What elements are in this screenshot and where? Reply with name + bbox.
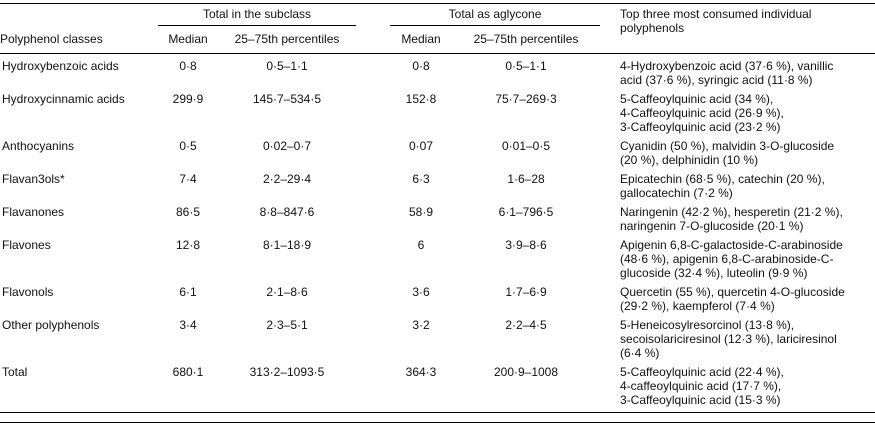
group-header-gap — [356, 4, 390, 26]
cell-class: Flavanones — [2, 205, 65, 219]
cell-median-subclass: 0·8 — [179, 59, 197, 73]
cell-gap — [356, 280, 390, 313]
cell-class: Flavonols — [2, 285, 54, 299]
cell-median-subclass: 3·4 — [179, 318, 197, 332]
cell-gap — [356, 87, 390, 134]
group-header-spacer-left — [0, 4, 158, 26]
cell-class: Other polyphenols — [2, 318, 100, 332]
cell-gap — [356, 360, 390, 413]
cell-class: Hydroxybenzoic acids — [2, 59, 119, 73]
cell-percentiles-aglycone: 1·7–6·9 — [505, 285, 547, 299]
cell-gap — [356, 134, 390, 167]
cell-top-three: 5-Heneicosylresorcinol (13·8 %), secoiso… — [620, 318, 837, 360]
cell-top-three: Epicatechin (68·5 %), catechin (20 %), g… — [620, 172, 825, 200]
cell-percentiles-subclass: 2·3–5·1 — [266, 318, 308, 332]
column-header-percentiles-subclass: 25–75th percentiles — [218, 25, 356, 54]
cell-gap — [356, 233, 390, 280]
group-header-row: Total in the subclass Total as aglycone … — [0, 3, 875, 54]
cell-percentiles-subclass: 2·2–29·4 — [262, 172, 312, 186]
cell-median-subclass: 680·1 — [172, 365, 204, 379]
cell-median-subclass: 7·4 — [179, 172, 197, 186]
cell-median-aglycone: 3·6 — [412, 285, 430, 299]
polyphenol-intake-table: Total in the subclass Total as aglycone … — [0, 3, 875, 413]
cell-class: Anthocyanins — [2, 139, 75, 153]
cell-top-three: Cyanidin (50 %), malvidin 3-O-glucoside … — [620, 139, 835, 167]
cell-percentiles-aglycone: 0·01–0·5 — [501, 139, 551, 153]
cell-percentiles-aglycone: 75·7–269·3 — [495, 92, 557, 106]
table-row: Flavonols 6·1 2·1–8·6 3·6 1·7–6·9 Querce… — [0, 280, 875, 313]
cell-percentiles-subclass: 0·5–1·1 — [266, 59, 308, 73]
cell-class: Hydroxycinnamic acids — [2, 92, 125, 106]
table-row: Flavan3ols* 7·4 2·2–29·4 6·3 1·6–28 Epic… — [0, 167, 875, 200]
cell-percentiles-subclass: 8·1–18·9 — [262, 238, 312, 252]
cell-median-aglycone: 0·8 — [412, 59, 430, 73]
cell-top-three: Apigenin 6,8-C-galactoside-C-arabinoside… — [620, 238, 843, 280]
cell-median-subclass: 0·5 — [179, 139, 197, 153]
table-row: Flavones 12·8 8·1–18·9 6 3·9–8·6 Apigeni… — [0, 233, 875, 280]
cell-median-aglycone: 364·3 — [405, 365, 437, 379]
cell-median-subclass: 299·9 — [172, 92, 204, 106]
cell-median-aglycone: 152·8 — [405, 92, 437, 106]
column-header-median-aglycone: Median — [390, 25, 452, 54]
cell-median-aglycone: 6·3 — [412, 172, 430, 186]
cell-percentiles-subclass: 0·02–0·7 — [262, 139, 312, 153]
table-row-total: Total 680·1 313·2–1093·5 364·3 200·9–100… — [0, 360, 875, 413]
group-header-total-subclass: Total in the subclass — [158, 3, 356, 26]
cell-median-aglycone: 3·2 — [412, 318, 430, 332]
cell-top-three: 5-Caffeoylquinic acid (22·4 %), 4-caffeo… — [620, 365, 784, 407]
table-row: Other polyphenols 3·4 2·3–5·1 3·2 2·2–4·… — [0, 313, 875, 360]
cell-gap — [356, 167, 390, 200]
cell-median-aglycone: 58·9 — [408, 205, 434, 219]
cell-class: Flavones — [2, 238, 51, 252]
cell-percentiles-subclass: 145·7–534·5 — [252, 92, 322, 106]
group-header-total-aglycone: Total as aglycone — [390, 3, 601, 26]
table-row: Flavanones 86·5 8·8–847·6 58·9 6·1–796·5… — [0, 200, 875, 233]
cell-median-subclass: 6·1 — [179, 285, 197, 299]
cell-median-aglycone: 6 — [417, 238, 425, 252]
column-header-gap — [356, 25, 390, 54]
table-row: Anthocyanins 0·5 0·02–0·7 0·07 0·01–0·5 … — [0, 134, 875, 167]
cell-gap — [356, 200, 390, 233]
cell-median-subclass: 12·8 — [175, 238, 201, 252]
cell-median-subclass: 86·5 — [175, 205, 201, 219]
cell-top-three: Naringenin (42·2 %), hesperetin (21·2 %)… — [620, 205, 843, 233]
cell-percentiles-subclass: 8·8–847·6 — [259, 205, 315, 219]
cell-percentiles-aglycone: 0·5–1·1 — [505, 59, 547, 73]
column-header-row: Polyphenol classes Median 25–75th percen… — [0, 25, 875, 54]
cell-percentiles-aglycone: 6·1–796·5 — [498, 205, 554, 219]
cell-top-three: 4-Hydroxybenzoic acid (37·6 %), vanillic… — [620, 59, 834, 87]
column-header-median-subclass: Median — [158, 25, 218, 54]
cell-gap — [356, 54, 390, 88]
cell-median-aglycone: 0·07 — [408, 139, 434, 153]
cell-percentiles-aglycone: 200·9–1008 — [493, 365, 559, 379]
column-header-percentiles-aglycone: 25–75th percentiles — [452, 25, 601, 54]
column-header-polyphenol-classes: Polyphenol classes — [0, 25, 158, 54]
table-row: Hydroxycinnamic acids 299·9 145·7–534·5 … — [0, 87, 875, 134]
table-row: Hydroxybenzoic acids 0·8 0·5–1·1 0·8 0·5… — [0, 54, 875, 88]
cell-class: Flavan3ols* — [2, 172, 65, 186]
cell-percentiles-aglycone: 1·6–28 — [507, 172, 545, 186]
cell-top-three: 5-Caffeoylquinic acid (34 %), 4-Caffeoyl… — [620, 92, 784, 134]
column-header-top-three: Top three most consumed individual polyp… — [600, 3, 875, 54]
cell-gap — [356, 313, 390, 360]
cell-percentiles-subclass: 2·1–8·6 — [266, 285, 308, 299]
cell-top-three: Quercetin (55 %), quercetin 4-O-glucosid… — [620, 285, 845, 313]
cell-percentiles-subclass: 313·2–1093·5 — [249, 365, 325, 379]
cell-percentiles-aglycone: 2·2–4·5 — [505, 318, 547, 332]
cell-class: Total — [2, 365, 28, 379]
cell-percentiles-aglycone: 3·9–8·6 — [505, 238, 547, 252]
